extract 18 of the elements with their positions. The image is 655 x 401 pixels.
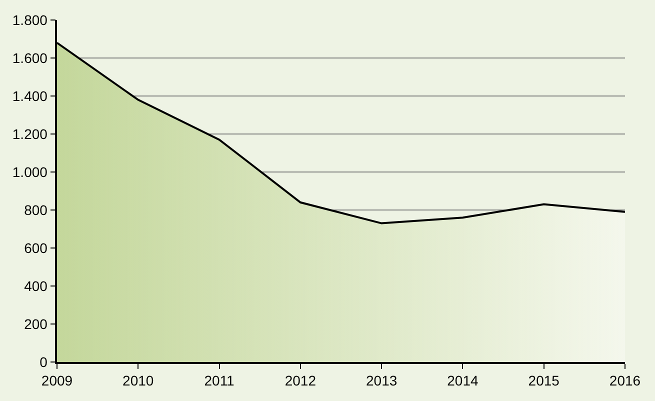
x-tick-label: 2014 <box>447 372 478 389</box>
y-tick-label: 1.800 <box>12 12 48 28</box>
y-tick-label: 0 <box>40 354 48 370</box>
x-tick-label: 2013 <box>366 372 398 389</box>
y-tick-label: 400 <box>24 278 48 294</box>
y-tick-label: 1.600 <box>12 50 48 66</box>
y-tick-label: 1.200 <box>12 126 48 142</box>
y-tick-label: 1.400 <box>12 88 48 104</box>
y-tick-label: 1.000 <box>12 164 48 180</box>
x-tick-label: 2010 <box>122 372 154 389</box>
y-tick-label: 600 <box>24 240 48 256</box>
x-tick-label: 2012 <box>284 372 316 389</box>
x-tick-label: 2009 <box>41 372 73 389</box>
x-tick-label: 2015 <box>528 372 560 389</box>
y-tick-label: 800 <box>24 202 48 218</box>
y-tick-label: 200 <box>24 316 48 332</box>
x-tick-label: 2011 <box>204 372 235 389</box>
x-tick-label: 2016 <box>609 372 641 389</box>
